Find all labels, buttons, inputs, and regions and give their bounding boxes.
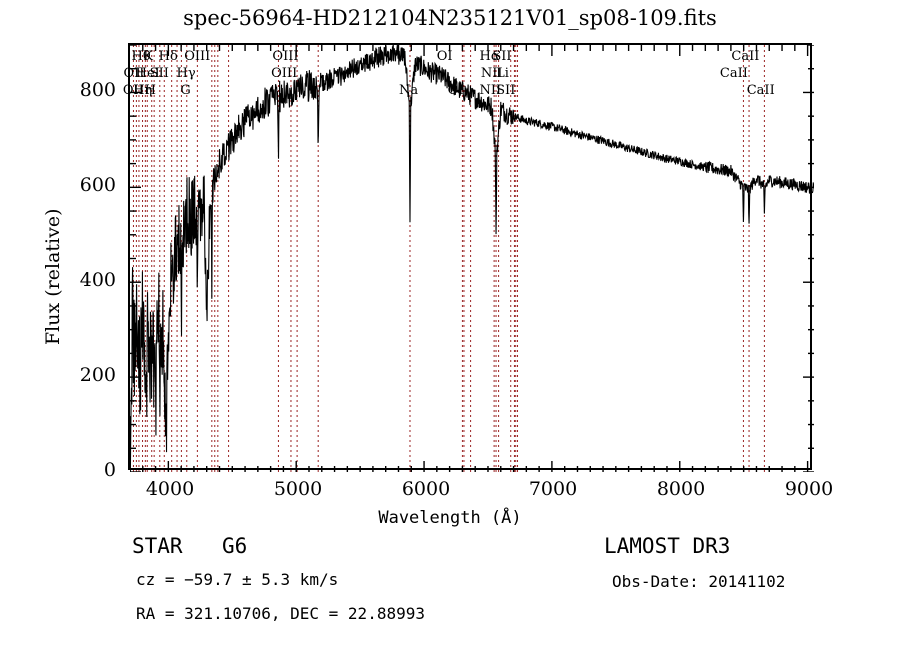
spectral-line-label: Hα <box>479 49 500 64</box>
plot-frame <box>128 43 814 472</box>
xtick-label-8000: 8000 <box>656 478 706 500</box>
spectral-line-label: OII <box>122 83 144 98</box>
spectral-line-label: OIII <box>272 49 299 64</box>
spectral-line-label: K <box>143 49 153 64</box>
spectral-line-label: OIII <box>271 66 298 81</box>
spectral-line-label: CaII <box>746 83 775 98</box>
xtick-label-5000: 5000 <box>273 478 323 500</box>
spectral-line-label: Hγ <box>176 66 196 81</box>
spectral-line-label: OI <box>436 49 453 64</box>
spectral-line-label: H <box>144 83 156 98</box>
spectral-line-label: CaII <box>731 49 760 64</box>
spectral-line-label: Hθ <box>131 49 151 64</box>
ytick-label-800: 800 <box>79 79 116 101</box>
spectral-line-label: Hδ <box>158 49 178 64</box>
flux-curve <box>130 45 814 472</box>
footer-spectral-class: G6 <box>222 534 248 558</box>
ytick-label-400: 400 <box>79 269 116 291</box>
footer-object-type: STAR <box>132 534 183 558</box>
xtick-label-4000: 4000 <box>145 478 195 500</box>
spectral-line-label: SII <box>149 66 169 81</box>
ytick-label-200: 200 <box>79 364 116 386</box>
y-axis-title: Flux (relative) <box>42 208 64 346</box>
axis-ticks <box>130 45 814 472</box>
spectral-line-label: Hη <box>133 83 153 98</box>
ytick-label-600: 600 <box>79 174 116 196</box>
footer-obsdate: Obs-Date: 20141102 <box>612 572 786 591</box>
footer-cz: cz = −59.7 ± 5.3 km/s <box>136 570 339 589</box>
spectral-line-label: OII <box>123 66 145 81</box>
spectrum-canvas <box>130 45 814 472</box>
x-axis-title: Wavelength (Å) <box>378 508 522 528</box>
spectral-line-label: NII <box>480 66 503 81</box>
spectral-line-label: Li <box>496 66 509 81</box>
xtick-label-7000: 7000 <box>528 478 578 500</box>
ytick-label-0: 0 <box>103 459 116 481</box>
spectral-line-label: OI <box>447 83 464 98</box>
spectral-line-label: Na <box>398 83 419 98</box>
page-title: spec-56964-HD212104N235121V01_sp08-109.f… <box>183 6 717 30</box>
xtick-label-6000: 6000 <box>401 478 451 500</box>
spectral-marker-lines <box>132 45 765 472</box>
spectral-line-label: NII <box>479 83 502 98</box>
footer-survey: LAMOST DR3 <box>604 534 731 558</box>
xtick-label-9000: 9000 <box>784 478 834 500</box>
spectral-line-label: CaII <box>719 66 748 81</box>
footer-coords: RA = 321.10706, DEC = 22.88993 <box>136 604 425 623</box>
spectral-line-label: SII <box>496 83 516 98</box>
spectral-line-label: HeI <box>135 66 160 81</box>
spectral-line-label: OIII <box>184 49 211 64</box>
spectral-line-label: SII <box>492 49 512 64</box>
spectral-line-label: G <box>180 83 191 98</box>
